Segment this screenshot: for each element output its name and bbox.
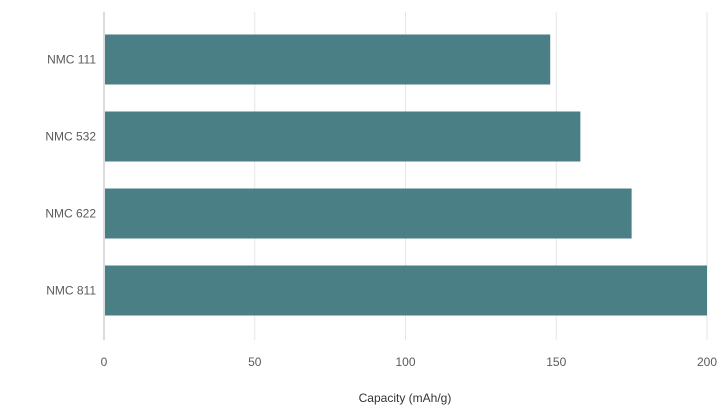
bar-nmc-532 bbox=[105, 111, 581, 162]
x-tick-label-50: 50 bbox=[248, 355, 262, 369]
x-tick-label-0: 0 bbox=[101, 355, 108, 369]
x-tick-label-150: 150 bbox=[546, 355, 566, 369]
bar-nmc-622 bbox=[105, 188, 632, 239]
bar-nmc-811 bbox=[105, 265, 707, 316]
x-tick-label-200: 200 bbox=[697, 355, 717, 369]
y-tick-labels: NMC 111 NMC 532 NMC 622 NMC 811 bbox=[45, 53, 96, 298]
x-axis-title: Capacity (mAh/g) bbox=[359, 391, 452, 405]
y-tick-label-nmc-111: NMC 111 bbox=[47, 53, 96, 67]
bar-nmc-111 bbox=[105, 34, 551, 85]
y-tick-label-nmc-622: NMC 622 bbox=[45, 207, 96, 221]
y-tick-label-nmc-811: NMC 811 bbox=[46, 284, 96, 298]
x-tick-labels: 0 50 100 150 200 bbox=[101, 355, 718, 369]
y-tick-label-nmc-532: NMC 532 bbox=[45, 130, 96, 144]
bars bbox=[105, 34, 707, 316]
x-tick-label-100: 100 bbox=[395, 355, 415, 369]
